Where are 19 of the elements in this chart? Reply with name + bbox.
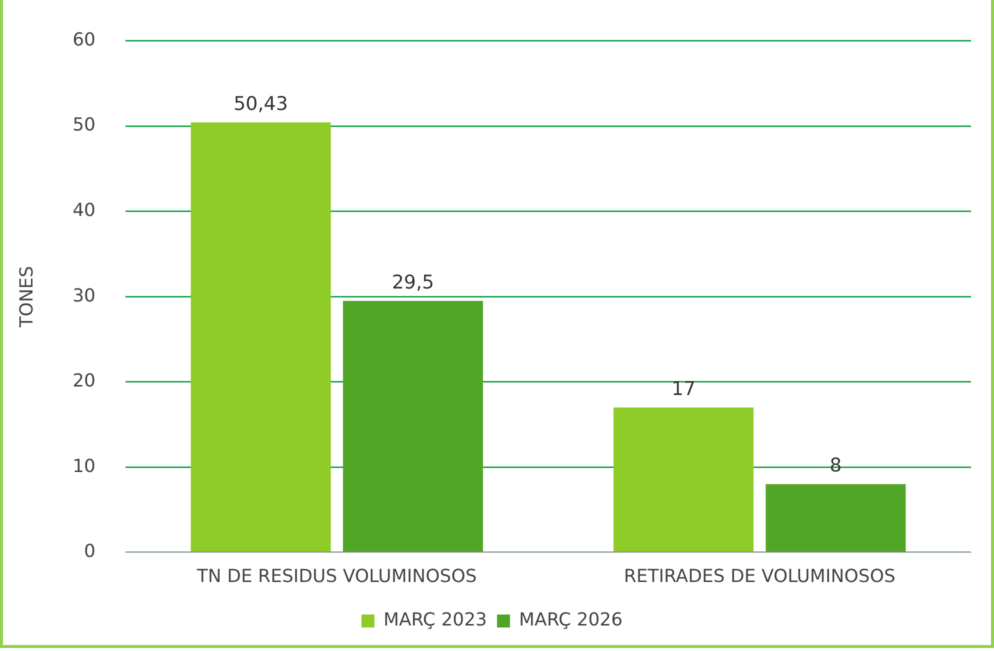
y-tick-label: 10 — [72, 456, 96, 477]
y-tick-label: 30 — [72, 285, 96, 306]
y-tick-label: 20 — [72, 370, 96, 392]
y-tick-label: 40 — [72, 200, 96, 222]
bar — [614, 407, 754, 552]
legend-label: MARÇ 2023 — [383, 610, 488, 631]
y-tick-label: 50 — [72, 114, 96, 136]
data-label: 50,43 — [234, 92, 288, 115]
y-axis-title: TONES — [16, 266, 38, 328]
bar — [342, 300, 483, 552]
legend-label: MARÇ 2026 — [519, 610, 623, 631]
data-label: 29,5 — [392, 271, 434, 294]
x-tick-label: TN DE RESIDUS VOLUMINOSOS — [196, 566, 477, 587]
y-tick-label: 60 — [72, 29, 96, 50]
bar — [766, 484, 906, 552]
bar — [190, 122, 331, 552]
x-tick-label: RETIRADES DE VOLUMINOSOS — [624, 566, 896, 587]
data-label: 17 — [671, 378, 696, 400]
y-tick-label: 0 — [84, 541, 96, 562]
